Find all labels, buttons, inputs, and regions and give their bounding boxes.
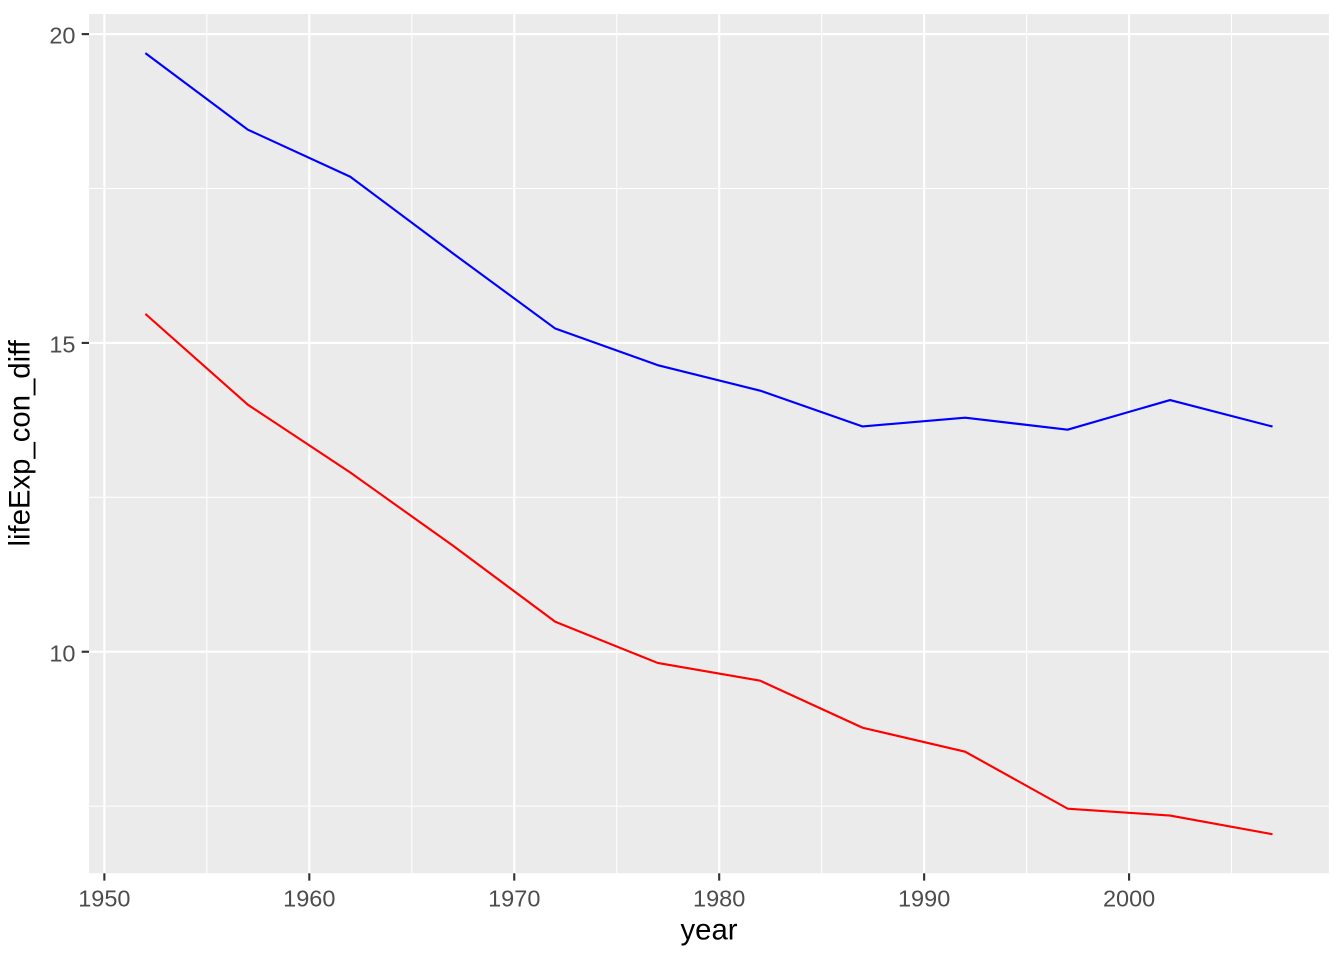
svg-text:15: 15 xyxy=(49,332,75,358)
svg-text:1990: 1990 xyxy=(898,885,950,911)
svg-text:lifeExp_con_diff: lifeExp_con_diff xyxy=(3,339,36,546)
svg-text:1960: 1960 xyxy=(283,885,335,911)
svg-text:20: 20 xyxy=(49,23,75,49)
svg-text:1980: 1980 xyxy=(693,885,745,911)
svg-text:10: 10 xyxy=(49,640,75,666)
svg-text:1950: 1950 xyxy=(78,885,130,911)
svg-text:2000: 2000 xyxy=(1103,885,1155,911)
svg-text:1970: 1970 xyxy=(488,885,540,911)
svg-text:year: year xyxy=(681,914,738,947)
